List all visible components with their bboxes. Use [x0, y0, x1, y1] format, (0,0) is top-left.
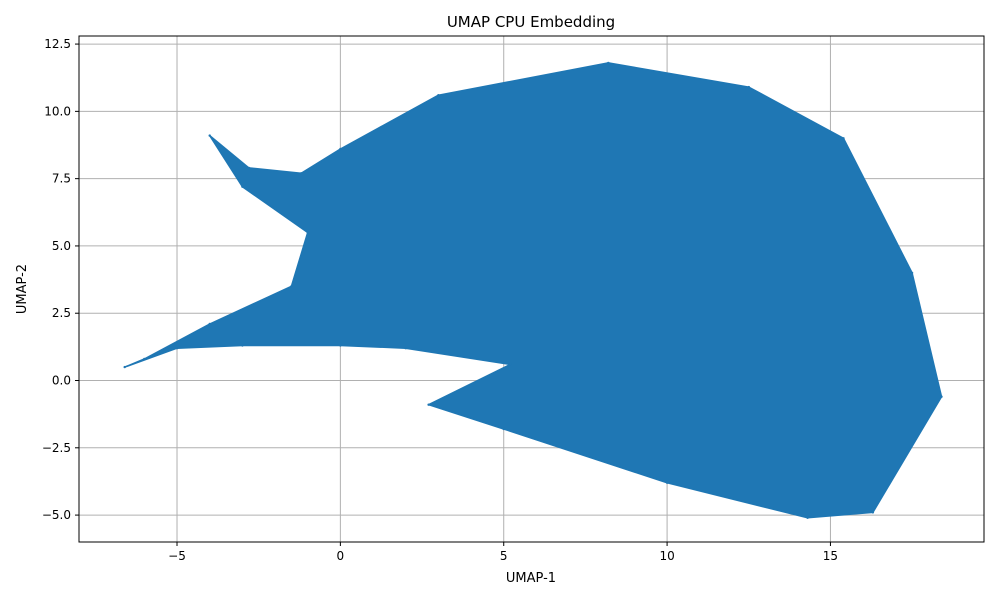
scatter-point: [806, 516, 809, 519]
x-tick-label: 5: [500, 549, 508, 563]
scatter-point: [427, 403, 430, 406]
scatter-point: [175, 347, 179, 350]
x-tick-label: 0: [337, 549, 345, 563]
y-tick-label: 5.0: [52, 239, 71, 253]
y-tick-label: 7.5: [52, 172, 71, 186]
scatter-point: [607, 61, 610, 65]
scatter-point: [241, 185, 244, 188]
scatter-point: [208, 134, 211, 137]
y-axis-label: UMAP-2: [15, 264, 30, 314]
scatter-point: [747, 85, 750, 89]
x-tick-label: −5: [168, 549, 186, 563]
scatter-point: [502, 427, 505, 431]
x-axis-label: UMAP-1: [506, 571, 556, 586]
y-tick-label: 2.5: [52, 306, 71, 320]
scatter-point: [871, 511, 875, 514]
y-tick-label: 10.0: [44, 104, 71, 118]
y-tick-label: −5.0: [42, 508, 71, 522]
x-tick-label: 10: [659, 549, 674, 563]
scatter-point: [404, 347, 407, 350]
scatter-point: [842, 137, 845, 140]
scatter-point: [247, 166, 251, 170]
scatter-point: [290, 285, 293, 288]
axis-ticks: −5 0 5 10 15 −5.0 −2.5 0.0 2.5 5.0 7.5 10.0 12.5: [42, 37, 838, 563]
scatter-point: [300, 172, 303, 175]
y-tick-label: 12.5: [44, 37, 71, 51]
plot-frame: [78, 35, 985, 543]
scatter-points: [123, 61, 943, 519]
scatter-point: [437, 94, 440, 97]
y-tick-label: −2.5: [42, 441, 71, 455]
scatter-point: [143, 357, 146, 361]
point-cloud-region: [123, 62, 943, 519]
scatter-point: [339, 147, 342, 151]
scatter-point: [339, 344, 342, 347]
y-tick-label: 0.0: [52, 374, 71, 388]
scatter-point: [665, 481, 669, 484]
x-tick-label: 15: [823, 549, 838, 563]
scatter-point: [910, 271, 914, 275]
chart-title: UMAP CPU Embedding: [447, 13, 615, 31]
scatter-point: [241, 344, 244, 347]
scatter-point: [208, 322, 211, 326]
scatter-point: [940, 395, 943, 398]
scatter-point: [123, 365, 126, 369]
scatter-point: [306, 231, 309, 234]
scatter-point: [509, 363, 512, 366]
